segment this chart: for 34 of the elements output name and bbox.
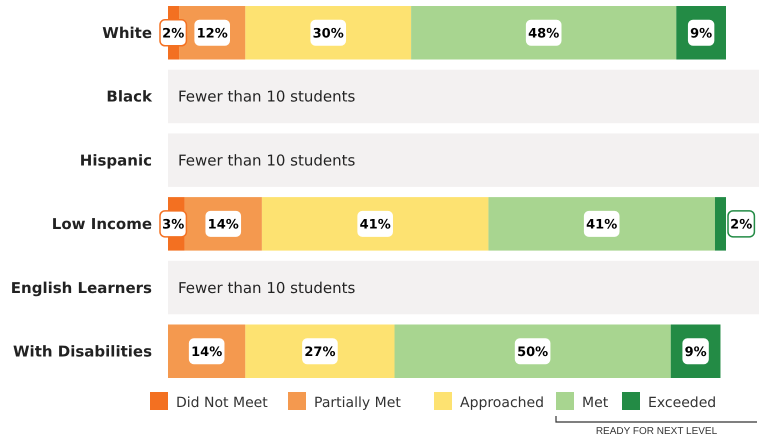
- data-label: 14%: [191, 344, 222, 360]
- band-label: Fewer than 10 students: [178, 88, 356, 106]
- data-label: 27%: [304, 344, 336, 360]
- legend-label: Partially Met: [314, 394, 402, 411]
- data-label: 41%: [586, 217, 618, 232]
- text: READY FOR NEXT LEVEL: [596, 426, 718, 437]
- bar: [411, 6, 676, 60]
- legend-label: Did Not Meet: [176, 394, 268, 411]
- y-tick-label: Black: [106, 88, 154, 106]
- data-label: 30%: [312, 26, 344, 42]
- y-tick-label: English Learners: [10, 278, 152, 297]
- data-label: 9%: [684, 344, 707, 360]
- data-label: 2%: [730, 217, 752, 232]
- bar: [262, 197, 488, 251]
- data-label: 14%: [208, 217, 239, 232]
- data-label: 48%: [528, 26, 560, 42]
- y-tick-label: Hispanic: [80, 151, 152, 170]
- y-tick-label: With Disabilities: [13, 342, 152, 360]
- data-label: 3%: [162, 217, 184, 232]
- legend-label: Approached: [460, 394, 544, 411]
- data-label: 9%: [690, 26, 712, 42]
- bar: [245, 6, 412, 60]
- data-label: 2%: [162, 26, 184, 42]
- data-label: 12%: [196, 26, 228, 42]
- data-label: 41%: [360, 217, 391, 232]
- band-label: Fewer than 10 students: [178, 278, 356, 297]
- band-label: Fewer than 10 students: [178, 151, 356, 170]
- legend-label: Met: [582, 394, 609, 411]
- y-tick-label: Low Income: [52, 215, 152, 234]
- bar: [488, 197, 715, 251]
- legend-label: Exceeded: [648, 394, 716, 411]
- data-label: 50%: [517, 344, 548, 360]
- y-tick-label: White: [102, 24, 152, 42]
- bar: [394, 324, 671, 378]
